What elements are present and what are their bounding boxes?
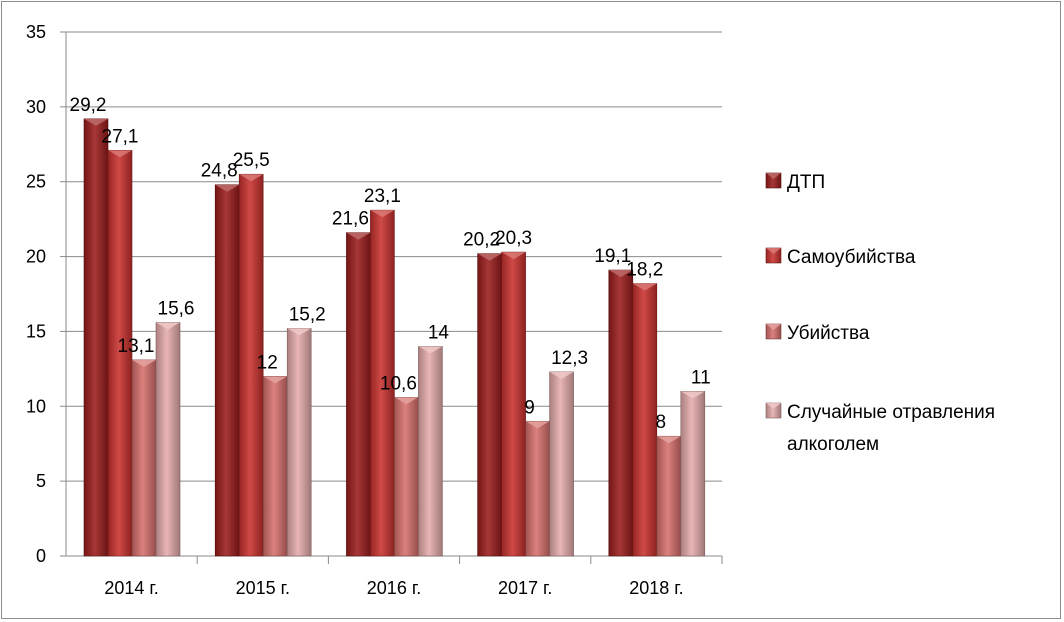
bar [83,118,109,557]
bar [477,253,502,557]
bar [656,435,682,557]
data-label: 20,2 [463,230,500,251]
bar-cap [346,232,371,240]
legend-swatch-cap [766,403,781,409]
data-label: 15,6 [158,298,195,319]
x-tick-label: 2018 г. [629,578,683,598]
legend-swatch-cap [766,324,781,330]
bar-cap [84,118,108,126]
bar [346,232,371,557]
x-tick-label: 2016 г. [367,578,421,598]
data-label: 8 [656,412,667,433]
bar-cap [525,421,550,429]
bar-cap [263,376,288,384]
x-tick-label: 2015 г. [236,578,290,598]
bar-cap [477,253,502,261]
bar [549,371,574,557]
data-label: 9 [524,397,535,418]
bar [238,173,264,557]
data-label: 11 [691,367,711,388]
bar [214,184,240,557]
data-label: 19,1 [594,246,631,267]
data-label: 24,8 [201,161,238,182]
y-tick-label: 25 [26,172,46,192]
y-tick-label: 10 [26,396,46,416]
y-tick-label: 0 [36,546,46,566]
legend-label: алкоголем [787,434,879,455]
bar [608,269,634,557]
legend-label: Случайные отравления [787,402,995,423]
data-label: 15,2 [289,304,326,325]
bar-cap [656,436,681,444]
bar-cap [632,283,657,291]
bar [632,283,658,557]
bar-cap [239,174,264,182]
bar [286,328,312,557]
legend-swatch-cap [766,173,781,179]
bar-cap [418,346,443,354]
bar-cap [108,150,132,158]
y-tick-label: 5 [36,471,46,491]
bar-cap [156,322,180,330]
bar [680,391,706,557]
data-label: 18,2 [626,260,663,281]
legend-label: ДТП [787,172,825,193]
data-label: 14 [428,322,450,343]
y-tick-label: 30 [26,97,46,117]
data-label: 29,2 [70,95,107,116]
y-tick-label: 35 [26,22,46,42]
bar-cap [370,210,395,218]
legend-swatch-cap [766,248,781,254]
x-tick-label: 2014 г. [104,578,158,598]
bar [370,209,395,557]
legend-label: Убийства [787,323,870,344]
data-label: 12,3 [551,348,588,369]
data-label: 12 [257,352,278,373]
bar-cap [287,328,312,336]
data-label: 23,1 [364,186,401,207]
data-label: 10,6 [380,373,417,394]
bar-cap [549,371,574,379]
bar [262,376,288,557]
bar [501,251,526,557]
bar [131,359,157,557]
bar-cap [680,391,705,399]
bar [418,346,443,557]
bar [107,149,133,557]
legend-label: Самоубийства [787,247,916,268]
data-label: 25,5 [233,150,270,171]
y-tick-label: 20 [26,247,46,267]
y-tick-label: 15 [26,321,46,341]
bar [394,397,419,557]
bar-cap [608,270,633,278]
bar-cap [132,359,156,367]
bar-cap [501,252,526,260]
bar-cap [394,397,419,405]
data-label: 20,3 [495,228,532,249]
bar [525,420,550,557]
x-tick-label: 2017 г. [498,578,552,598]
bar [155,322,181,557]
data-label: 21,6 [332,209,369,230]
data-label: 13,1 [118,336,155,357]
data-label: 27,1 [102,126,139,147]
bar-cap [215,184,240,192]
